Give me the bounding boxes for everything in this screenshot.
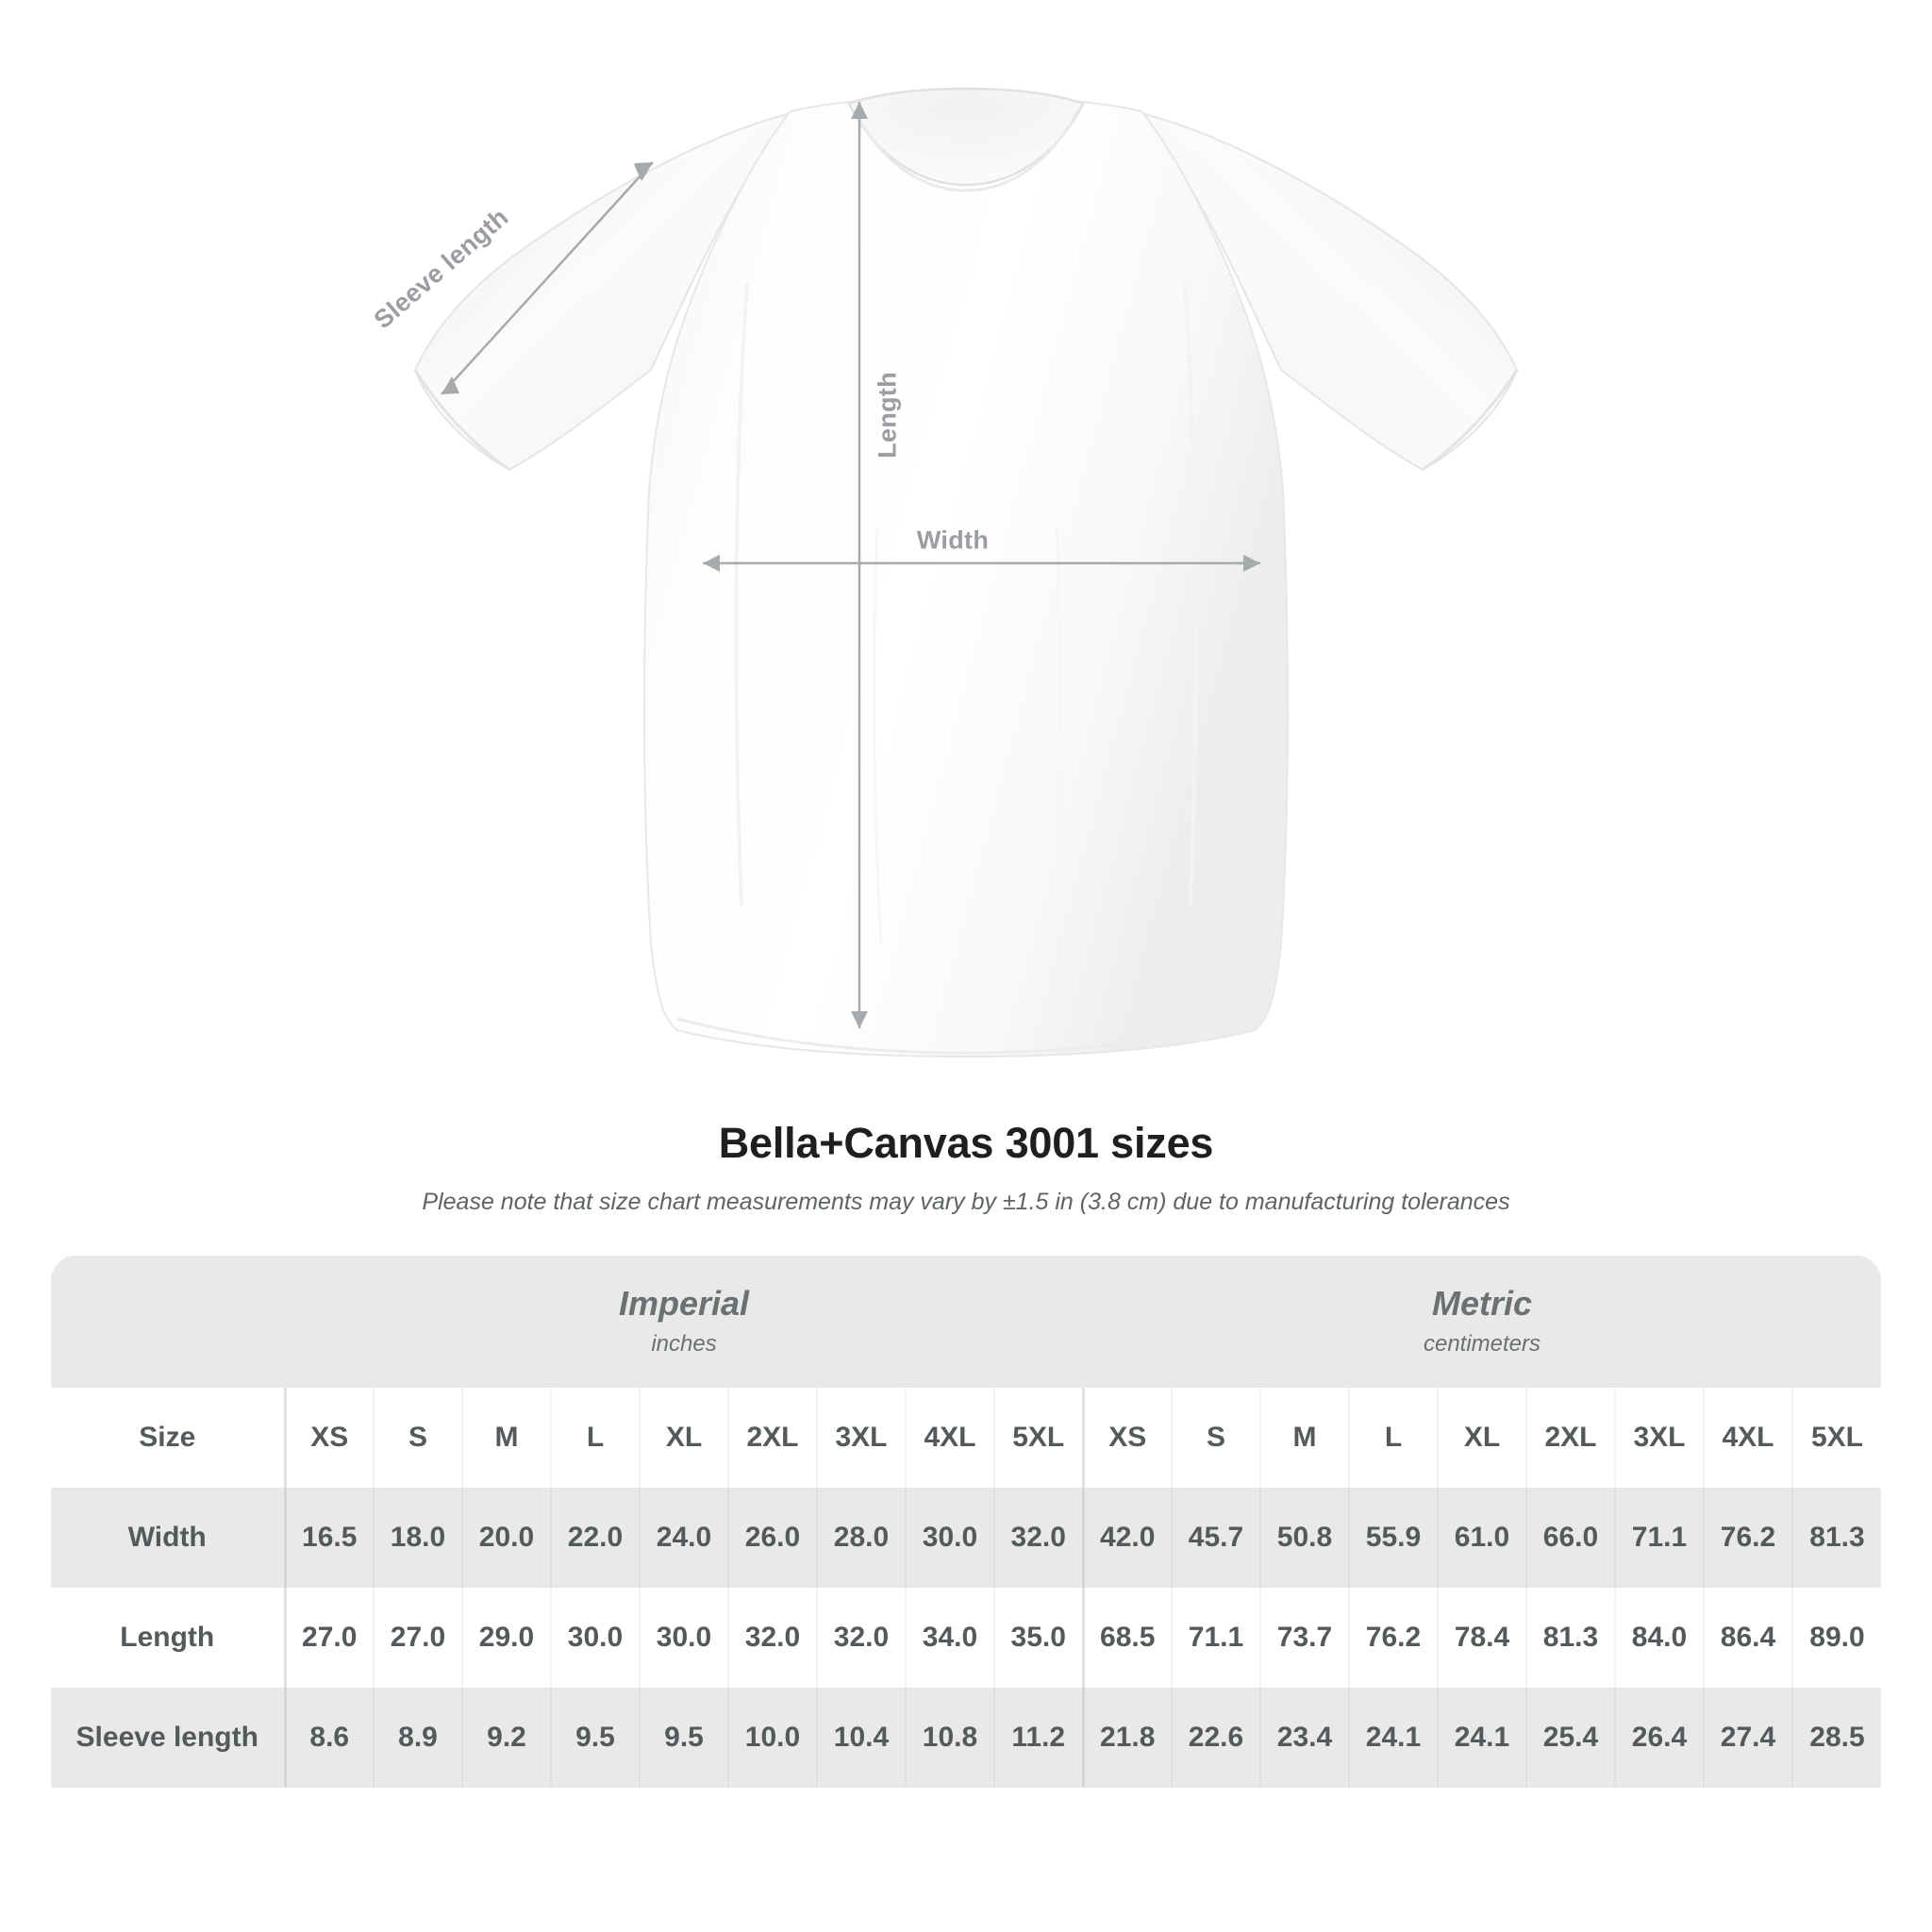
sleeve-imperial-s: 8.9 bbox=[373, 1688, 462, 1788]
size-imperial-s: S bbox=[373, 1388, 462, 1488]
tshirt-diagram: Sleeve length Length Width bbox=[369, 87, 1519, 1058]
width-metric-s: 45.7 bbox=[1171, 1488, 1260, 1588]
width-metric-m: 50.8 bbox=[1259, 1488, 1349, 1588]
width-metric-xs: 42.0 bbox=[1081, 1488, 1172, 1588]
length-imperial-xs: 27.0 bbox=[283, 1588, 374, 1688]
sleeve-metric-2xl: 25.4 bbox=[1525, 1688, 1615, 1788]
length-metric-xl: 78.4 bbox=[1437, 1588, 1526, 1688]
width-imperial-xs: 16.5 bbox=[283, 1488, 374, 1588]
width-metric-3xl: 71.1 bbox=[1614, 1488, 1704, 1588]
width-imperial-4xl: 30.0 bbox=[905, 1488, 994, 1588]
heading-block: Bella+Canvas 3001 sizes Please note that… bbox=[0, 1119, 1932, 1216]
unit-group-header-row: Imperial inches Metric centimeters bbox=[51, 1256, 1881, 1388]
width-metric-l: 55.9 bbox=[1348, 1488, 1438, 1588]
size-metric-l: L bbox=[1348, 1388, 1438, 1488]
length-metric-s: 71.1 bbox=[1171, 1588, 1260, 1688]
width-metric-5xl: 81.3 bbox=[1791, 1488, 1881, 1588]
width-metric-xl: 61.0 bbox=[1437, 1488, 1526, 1588]
sleeve-metric-xs: 21.8 bbox=[1081, 1688, 1172, 1788]
sleeve-metric-5xl: 28.5 bbox=[1791, 1688, 1881, 1788]
group-header-spacer bbox=[51, 1256, 285, 1388]
annotation-width: Width bbox=[916, 525, 990, 555]
length-imperial-2xl: 32.0 bbox=[727, 1588, 817, 1688]
size-table: Imperial inches Metric centimeters Size … bbox=[51, 1256, 1881, 1788]
size-imperial-3xl: 3XL bbox=[816, 1388, 906, 1488]
sleeve-metric-m: 23.4 bbox=[1259, 1688, 1349, 1788]
size-metric-m: M bbox=[1259, 1388, 1349, 1488]
sleeve-imperial-l: 9.5 bbox=[550, 1688, 640, 1788]
size-imperial-m: M bbox=[461, 1388, 551, 1488]
sleeve-imperial-xl: 9.5 bbox=[639, 1688, 728, 1788]
page-title: Bella+Canvas 3001 sizes bbox=[718, 1119, 1214, 1167]
table-row-length: Length 27.0 27.0 29.0 30.0 30.0 32.0 32.… bbox=[51, 1588, 1881, 1688]
size-metric-xl: XL bbox=[1437, 1388, 1526, 1488]
group-header-imperial: Imperial inches bbox=[285, 1256, 1083, 1388]
length-metric-xs: 68.5 bbox=[1081, 1588, 1172, 1688]
row-label-size: Size bbox=[51, 1388, 285, 1488]
size-metric-5xl: 5XL bbox=[1791, 1388, 1881, 1488]
size-metric-4xl: 4XL bbox=[1703, 1388, 1792, 1488]
size-metric-3xl: 3XL bbox=[1614, 1388, 1704, 1488]
width-imperial-l: 22.0 bbox=[550, 1488, 640, 1588]
length-imperial-3xl: 32.0 bbox=[816, 1588, 906, 1688]
annotation-length: Length bbox=[873, 372, 902, 458]
size-imperial-4xl: 4XL bbox=[905, 1388, 994, 1488]
size-imperial-2xl: 2XL bbox=[727, 1388, 817, 1488]
sleeve-imperial-m: 9.2 bbox=[461, 1688, 551, 1788]
group-name-imperial: Imperial bbox=[618, 1284, 750, 1324]
size-header-row: Size XS S M L XL 2XL 3XL 4XL 5XL XS S M … bbox=[51, 1388, 1881, 1488]
measurement-lines bbox=[441, 102, 1260, 1028]
sleeve-imperial-2xl: 10.0 bbox=[727, 1688, 817, 1788]
size-imperial-5xl: 5XL bbox=[993, 1388, 1083, 1488]
table-row-sleeve-length: Sleeve length 8.6 8.9 9.2 9.5 9.5 10.0 1… bbox=[51, 1688, 1881, 1788]
table-row-width: Width 16.5 18.0 20.0 22.0 24.0 26.0 28.0… bbox=[51, 1488, 1881, 1588]
width-metric-4xl: 76.2 bbox=[1703, 1488, 1792, 1588]
size-imperial-l: L bbox=[550, 1388, 640, 1488]
width-imperial-3xl: 28.0 bbox=[816, 1488, 906, 1588]
size-table-container: Imperial inches Metric centimeters Size … bbox=[51, 1256, 1881, 1788]
length-imperial-l: 30.0 bbox=[550, 1588, 640, 1688]
width-imperial-xl: 24.0 bbox=[639, 1488, 728, 1588]
size-imperial-xl: XL bbox=[639, 1388, 728, 1488]
length-metric-5xl: 89.0 bbox=[1791, 1588, 1881, 1688]
row-label-length: Length bbox=[51, 1588, 285, 1688]
size-imperial-xs: XS bbox=[283, 1388, 374, 1488]
length-imperial-m: 29.0 bbox=[461, 1588, 551, 1688]
length-metric-4xl: 86.4 bbox=[1703, 1588, 1792, 1688]
size-metric-xs: XS bbox=[1081, 1388, 1172, 1488]
width-imperial-5xl: 32.0 bbox=[993, 1488, 1083, 1588]
sleeve-metric-s: 22.6 bbox=[1171, 1688, 1260, 1788]
sleeve-metric-xl: 24.1 bbox=[1437, 1688, 1526, 1788]
width-metric-2xl: 66.0 bbox=[1525, 1488, 1615, 1588]
length-metric-l: 76.2 bbox=[1348, 1588, 1438, 1688]
sleeve-imperial-xs: 8.6 bbox=[283, 1688, 374, 1788]
length-imperial-s: 27.0 bbox=[373, 1588, 462, 1688]
group-unit-imperial: inches bbox=[651, 1330, 717, 1357]
length-metric-m: 73.7 bbox=[1259, 1588, 1349, 1688]
width-imperial-s: 18.0 bbox=[373, 1488, 462, 1588]
length-metric-3xl: 84.0 bbox=[1614, 1588, 1704, 1688]
length-imperial-xl: 30.0 bbox=[639, 1588, 728, 1688]
group-name-metric: Metric bbox=[1431, 1284, 1533, 1324]
sleeve-imperial-4xl: 10.8 bbox=[905, 1688, 994, 1788]
length-imperial-4xl: 34.0 bbox=[905, 1588, 994, 1688]
tshirt-illustration bbox=[413, 87, 1519, 1058]
length-imperial-5xl: 35.0 bbox=[993, 1588, 1083, 1688]
width-imperial-m: 20.0 bbox=[461, 1488, 551, 1588]
sleeve-imperial-5xl: 11.2 bbox=[993, 1688, 1083, 1788]
row-label-sleeve-length: Sleeve length bbox=[51, 1688, 285, 1788]
group-unit-metric: centimeters bbox=[1423, 1330, 1541, 1357]
width-imperial-2xl: 26.0 bbox=[727, 1488, 817, 1588]
sleeve-imperial-3xl: 10.4 bbox=[816, 1688, 906, 1788]
sleeve-metric-3xl: 26.4 bbox=[1614, 1688, 1704, 1788]
group-header-metric: Metric centimeters bbox=[1083, 1256, 1881, 1388]
size-metric-s: S bbox=[1171, 1388, 1260, 1488]
tolerance-note: Please note that size chart measurements… bbox=[422, 1189, 1510, 1215]
row-label-width: Width bbox=[51, 1488, 285, 1588]
sleeve-metric-l: 24.1 bbox=[1348, 1688, 1438, 1788]
length-metric-2xl: 81.3 bbox=[1525, 1588, 1615, 1688]
size-metric-2xl: 2XL bbox=[1525, 1388, 1615, 1488]
sleeve-metric-4xl: 27.4 bbox=[1703, 1688, 1792, 1788]
